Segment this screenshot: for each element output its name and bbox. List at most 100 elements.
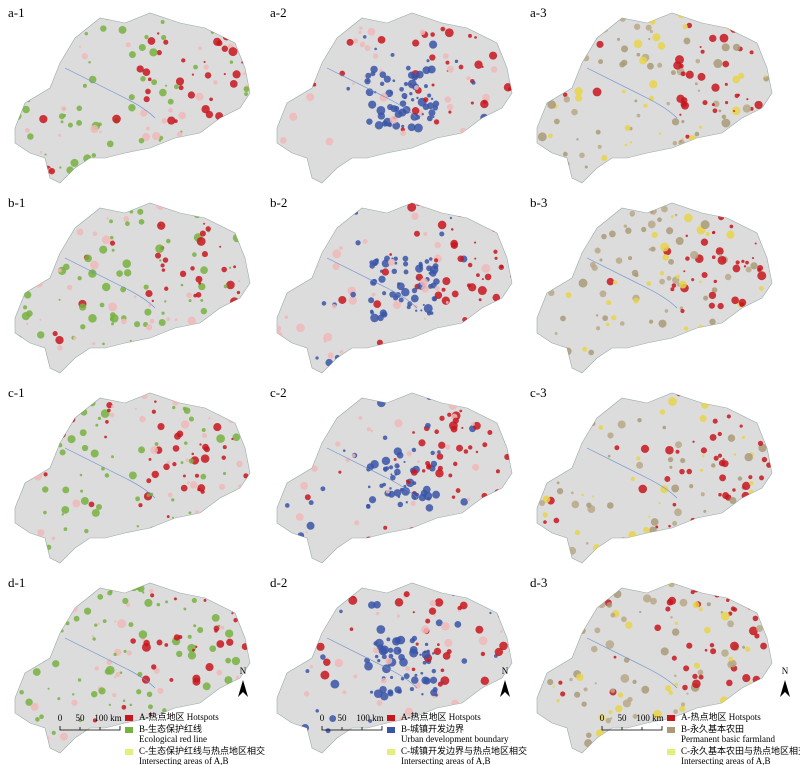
map-patch xyxy=(617,692,624,698)
map-patch xyxy=(448,473,453,478)
map-patch xyxy=(230,738,234,743)
map-patch xyxy=(332,262,340,271)
map-patch xyxy=(479,172,488,181)
map-patch xyxy=(57,697,61,701)
map-patch xyxy=(635,393,643,402)
map-patch xyxy=(668,258,674,265)
map-panel xyxy=(536,202,773,374)
map-patch xyxy=(408,527,416,535)
map-patch xyxy=(378,646,388,656)
map-patch xyxy=(727,515,732,520)
map-patch xyxy=(158,154,167,163)
map-patch xyxy=(223,471,227,476)
map-patch xyxy=(119,179,125,183)
map-patch xyxy=(214,629,218,633)
map-patch xyxy=(451,699,459,708)
map-patch xyxy=(468,203,475,209)
map-patch xyxy=(201,428,206,432)
map-patch xyxy=(342,449,346,453)
map-patch xyxy=(379,483,384,489)
map-patch xyxy=(592,87,602,97)
map-patch xyxy=(138,358,148,368)
map-patch xyxy=(79,356,84,361)
map-patch xyxy=(222,539,226,543)
map-patch xyxy=(164,643,169,647)
map-patch xyxy=(137,344,142,348)
map-patch xyxy=(370,313,379,323)
map-patch xyxy=(425,618,431,624)
map-patch xyxy=(210,30,215,34)
legend-subtext: Permanent basic farmland xyxy=(681,734,775,744)
map-patch xyxy=(541,152,550,161)
map-patch xyxy=(200,298,204,302)
map-patch xyxy=(426,115,433,122)
map-patch xyxy=(388,653,394,659)
map-patch xyxy=(381,677,387,684)
map-patch xyxy=(441,287,446,292)
map-patch xyxy=(388,553,396,560)
map-patch xyxy=(702,100,708,106)
map-patch xyxy=(594,682,597,685)
map-patch xyxy=(15,149,23,158)
map-patch xyxy=(176,519,182,525)
north-arrow xyxy=(780,680,790,697)
map-patch xyxy=(109,240,116,246)
scale-label: 0 xyxy=(600,713,605,723)
map-patch xyxy=(504,156,508,160)
map-patch xyxy=(381,268,390,276)
map-patch xyxy=(433,297,437,301)
map-patch xyxy=(636,113,641,118)
map-patch xyxy=(395,292,401,298)
map-patch xyxy=(754,242,757,245)
map-patch xyxy=(426,59,430,63)
map-patch xyxy=(654,364,663,373)
map-patch xyxy=(182,406,187,411)
map-patch xyxy=(748,370,754,373)
map-patch xyxy=(145,289,153,298)
map-patch xyxy=(15,425,24,434)
map-patch xyxy=(670,616,673,619)
map-patch xyxy=(732,142,737,148)
map-patch xyxy=(429,40,438,49)
map-patch xyxy=(411,469,418,476)
map-patch xyxy=(415,273,423,281)
map-patch xyxy=(607,454,611,458)
map-patch xyxy=(192,252,197,257)
map-patch xyxy=(57,345,63,351)
map-patch xyxy=(297,47,302,53)
map-patch xyxy=(630,476,636,482)
map-patch xyxy=(140,109,148,117)
map-patch xyxy=(166,238,171,244)
map-patch xyxy=(399,100,407,107)
map-patch xyxy=(17,350,25,358)
map-patch xyxy=(679,705,686,712)
scale-label: 0 xyxy=(320,713,325,723)
map-patch xyxy=(701,13,705,17)
map-patch xyxy=(697,206,703,211)
map-patch xyxy=(405,479,410,483)
map-patch xyxy=(61,21,68,28)
map-patch xyxy=(206,318,212,324)
map-patch xyxy=(379,81,385,87)
north-arrow xyxy=(238,680,248,697)
map-patch xyxy=(762,410,768,416)
map-patch xyxy=(686,534,691,538)
map-patch xyxy=(412,611,415,614)
map-patch xyxy=(637,542,644,548)
map-patch xyxy=(697,89,701,93)
map-patch xyxy=(361,544,366,549)
map-patch xyxy=(137,208,144,215)
map-patch xyxy=(373,647,380,654)
map-patch xyxy=(410,294,419,303)
map-patch xyxy=(422,303,425,306)
map-patch xyxy=(479,158,488,167)
map-patch xyxy=(151,409,156,414)
map-patch xyxy=(226,140,231,145)
map-patch xyxy=(587,612,592,617)
map-patch xyxy=(145,88,151,95)
map-patch xyxy=(48,168,56,175)
map-patch xyxy=(175,354,184,363)
map-patch xyxy=(45,25,49,29)
map-patch xyxy=(364,657,371,664)
